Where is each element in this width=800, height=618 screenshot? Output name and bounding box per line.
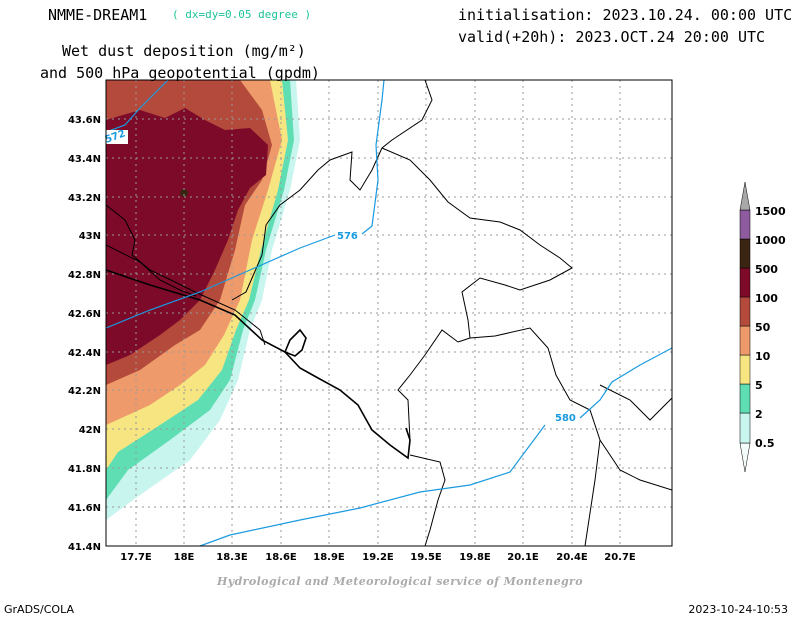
colorbar-swatch-500 bbox=[739, 238, 751, 269]
border-alb-mkd bbox=[409, 454, 446, 546]
border-mne-alb bbox=[397, 329, 459, 441]
lon-tick-label: 18.3E bbox=[216, 552, 248, 563]
colorbar-label: 50 bbox=[755, 321, 771, 334]
map-title-line1: Wet dust deposition (mg/m²) bbox=[62, 42, 306, 60]
dust-level-100 bbox=[106, 108, 268, 365]
lat-tick-label: 42N bbox=[79, 425, 101, 436]
lon-tick-label: 20.4E bbox=[556, 552, 588, 563]
lon-tick-label: 19.5E bbox=[410, 552, 442, 563]
lon-tick-label: 18.9E bbox=[313, 552, 345, 563]
model-name: NMME-DREAM1 bbox=[48, 6, 148, 24]
colorbar-swatch-0_5 bbox=[739, 412, 751, 444]
map-title-line2: and 500 hPa geopotential (gpdm) bbox=[40, 64, 320, 82]
dust-deposition-field bbox=[106, 80, 300, 520]
lat-tick-label: 43.6N bbox=[68, 115, 101, 126]
gridlines bbox=[106, 80, 672, 546]
contour-label-580: 580 bbox=[555, 413, 576, 424]
contour-572 bbox=[106, 80, 169, 133]
colorbar-swatch-5 bbox=[739, 354, 751, 385]
colorbar-label: 2 bbox=[755, 408, 763, 421]
footer-timestamp: 2023-10-24-10:53 bbox=[688, 603, 788, 616]
border-kos-mkd bbox=[584, 384, 672, 546]
lat-tick-label: 42.4N bbox=[68, 348, 101, 359]
colorbar-swatch-50 bbox=[739, 296, 751, 327]
dust-level-500 bbox=[180, 189, 188, 197]
map-frame bbox=[105, 79, 673, 547]
lat-tick-label: 42.8N bbox=[68, 270, 101, 281]
lon-tick-label: 20.1E bbox=[507, 552, 539, 563]
colorbar-arrow-high bbox=[739, 181, 751, 211]
lon-tick-label: 18.6E bbox=[265, 552, 297, 563]
colorbar-arrow-low bbox=[739, 442, 751, 473]
colorbar-swatch-100 bbox=[739, 267, 751, 298]
footer-software: GrADS/COLA bbox=[4, 603, 74, 616]
colorbar-label: 5 bbox=[755, 379, 763, 392]
lon-tick-label: 17.7E bbox=[120, 552, 152, 563]
lat-tick-label: 43.2N bbox=[68, 193, 101, 204]
lat-tick-label: 43N bbox=[79, 231, 101, 242]
border-mne-srb bbox=[381, 147, 573, 343]
lat-axis: 41.4N 41.6N 41.8N 42N 42.2N 42.4N 42.6N … bbox=[68, 115, 101, 553]
colorbar-label: 100 bbox=[755, 292, 778, 305]
lat-tick-label: 43.4N bbox=[68, 154, 101, 165]
coastline bbox=[106, 269, 411, 460]
contour-576 bbox=[106, 80, 385, 329]
map-boundaries bbox=[106, 80, 672, 546]
lat-tick-label: 41.6N bbox=[68, 503, 101, 514]
colorbar-labels: 0.5 2 5 10 50 100 500 1000 1500 bbox=[755, 205, 786, 450]
lat-tick-label: 42.2N bbox=[68, 386, 101, 397]
colorbar-swatch-10 bbox=[739, 325, 751, 356]
initialisation-time: initialisation: 2023.10.24. 00:00 UTC bbox=[458, 6, 793, 24]
lon-tick-label: 19.2E bbox=[362, 552, 394, 563]
model-resolution: ( dx=dy=0.05 degree ) bbox=[172, 8, 312, 21]
border-srb-kos bbox=[469, 327, 672, 491]
border-bih-cro-2 bbox=[106, 244, 197, 297]
lat-tick-label: 41.4N bbox=[68, 542, 101, 553]
valid-time: valid(+20h): 2023.OCT.24 20:00 UTC bbox=[458, 28, 766, 46]
credit-text: Hydrological and Meteorological service … bbox=[216, 575, 583, 588]
colorbar-label: 0.5 bbox=[755, 437, 775, 450]
colorbar-swatch-1000 bbox=[739, 209, 751, 240]
colorbar-label: 500 bbox=[755, 263, 778, 276]
lat-tick-label: 42.6N bbox=[68, 309, 101, 320]
colorbar-label: 1000 bbox=[755, 234, 786, 247]
colorbar bbox=[739, 181, 751, 473]
lat-tick-label: 41.8N bbox=[68, 464, 101, 475]
colorbar-swatch-2 bbox=[739, 383, 751, 414]
geopotential-contours bbox=[106, 80, 672, 546]
colorbar-label: 1500 bbox=[755, 205, 786, 218]
contour-label-576: 576 bbox=[337, 231, 358, 242]
border-bih-mne bbox=[231, 80, 433, 301]
lon-axis: 17.7E 18E 18.3E 18.6E 18.9E 19.2E 19.5E … bbox=[120, 552, 636, 563]
lon-tick-label: 19.8E bbox=[459, 552, 491, 563]
contour-580 bbox=[199, 347, 672, 546]
lon-tick-label: 20.7E bbox=[604, 552, 636, 563]
border-bih-cro bbox=[106, 204, 266, 346]
coastline-bay bbox=[283, 328, 307, 357]
colorbar-label: 10 bbox=[755, 350, 771, 363]
lon-tick-label: 18E bbox=[174, 552, 195, 563]
